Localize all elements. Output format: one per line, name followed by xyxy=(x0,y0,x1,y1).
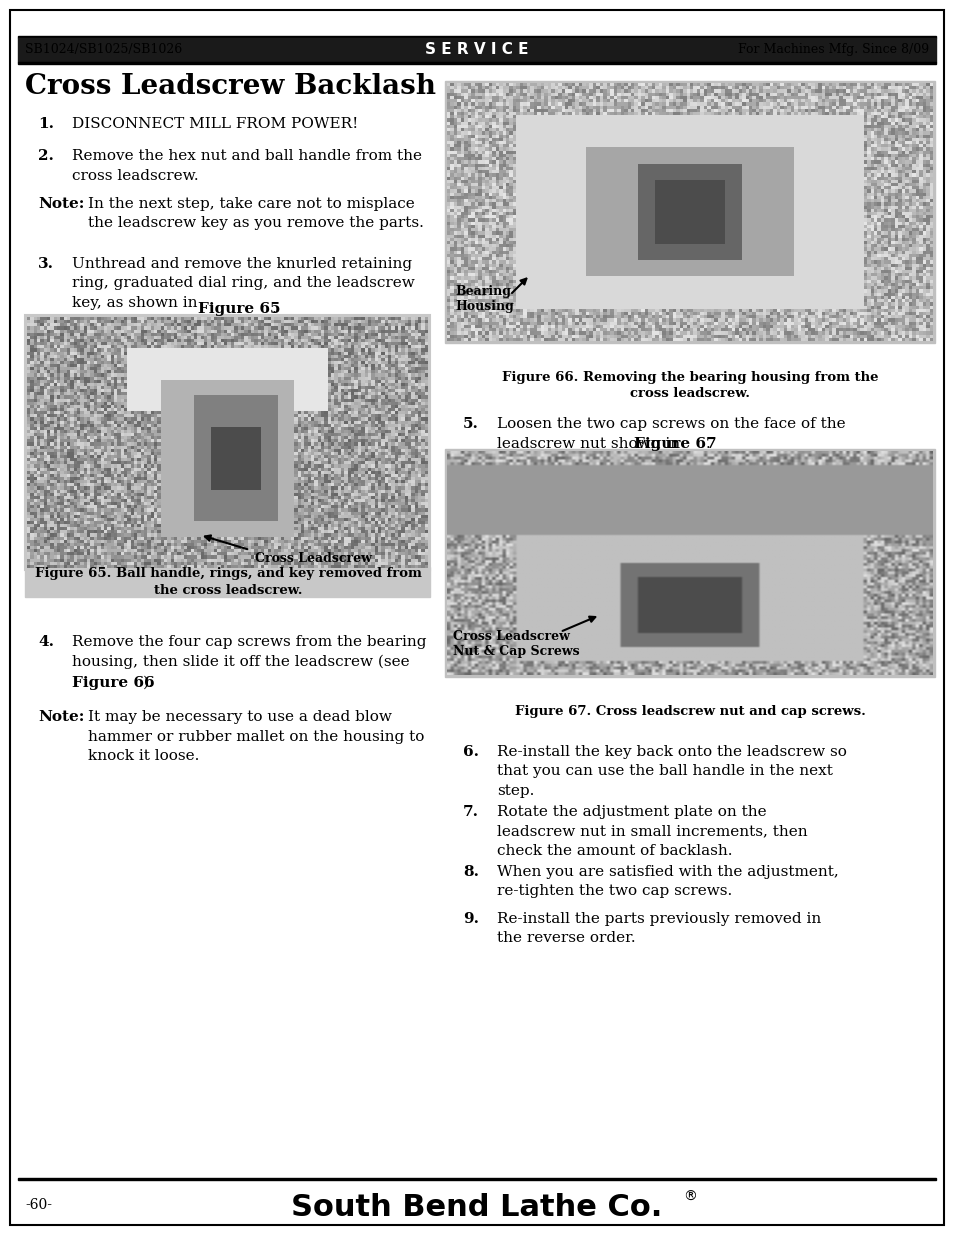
Text: Cross Leadscrew Backlash: Cross Leadscrew Backlash xyxy=(25,74,436,100)
Text: Bearing
Housing: Bearing Housing xyxy=(455,285,514,312)
Text: South Bend Lathe Co.: South Bend Lathe Co. xyxy=(291,1193,662,1221)
Bar xyxy=(444,82,934,343)
Text: Unthread and remove the knurled retaining
ring, graduated dial ring, and the lea: Unthread and remove the knurled retainin… xyxy=(71,257,415,310)
Text: ).: ). xyxy=(143,676,153,690)
Text: Note:: Note: xyxy=(38,710,84,724)
Text: Loosen the two cap screws on the face of the
leadscrew nut shown in: Loosen the two cap screws on the face of… xyxy=(497,417,844,451)
Text: DISCONNECT MILL FROM POWER!: DISCONNECT MILL FROM POWER! xyxy=(71,117,358,131)
Text: 6.: 6. xyxy=(462,745,478,760)
Text: -60-: -60- xyxy=(25,1198,52,1212)
Text: 8.: 8. xyxy=(462,864,478,879)
Text: Figure 67: Figure 67 xyxy=(634,437,716,451)
Text: Figure 65: Figure 65 xyxy=(198,303,280,316)
Text: 2.: 2. xyxy=(38,149,53,163)
Bar xyxy=(18,36,935,38)
Bar xyxy=(25,567,430,597)
Text: 4.: 4. xyxy=(38,635,54,650)
Text: Remove the four cap screws from the bearing
housing, then slide it off the leads: Remove the four cap screws from the bear… xyxy=(71,635,426,669)
Text: 1.: 1. xyxy=(38,117,54,131)
Text: 3.: 3. xyxy=(38,257,54,270)
Text: Figure 65. Ball handle, rings, and key removed from
the cross leadscrew.: Figure 65. Ball handle, rings, and key r… xyxy=(34,568,421,597)
Text: Cross Leadscrew: Cross Leadscrew xyxy=(254,552,372,564)
Bar xyxy=(18,62,935,64)
Text: Figure 66. Removing the bearing housing from the
cross leadscrew.: Figure 66. Removing the bearing housing … xyxy=(501,370,878,400)
Bar xyxy=(444,450,934,677)
Text: For Machines Mfg. Since 8/09: For Machines Mfg. Since 8/09 xyxy=(737,43,928,57)
Text: When you are satisfied with the adjustment,
re-tighten the two cap screws.: When you are satisfied with the adjustme… xyxy=(497,864,838,899)
Text: .: . xyxy=(272,303,276,316)
Bar xyxy=(18,38,935,62)
Text: .: . xyxy=(705,437,710,451)
Text: Re-install the parts previously removed in
the reverse order.: Re-install the parts previously removed … xyxy=(497,911,821,946)
Text: Figure 66: Figure 66 xyxy=(71,676,154,690)
Text: Cross Leadscrew
Nut & Cap Screws: Cross Leadscrew Nut & Cap Screws xyxy=(453,630,579,658)
Text: Re-install the key back onto the leadscrew so
that you can use the ball handle i: Re-install the key back onto the leadscr… xyxy=(497,745,846,798)
Bar xyxy=(18,1178,935,1179)
Text: Rotate the adjustment plate on the
leadscrew nut in small increments, then
check: Rotate the adjustment plate on the leads… xyxy=(497,805,807,858)
Text: ®: ® xyxy=(682,1191,696,1204)
Text: Figure 67. Cross leadscrew nut and cap screws.: Figure 67. Cross leadscrew nut and cap s… xyxy=(514,705,864,718)
Text: Remove the hex nut and ball handle from the
cross leadscrew.: Remove the hex nut and ball handle from … xyxy=(71,149,421,183)
Text: It may be necessary to use a dead blow
hammer or rubber mallet on the housing to: It may be necessary to use a dead blow h… xyxy=(88,710,424,763)
Text: Note:: Note: xyxy=(38,198,84,211)
Text: S E R V I C E: S E R V I C E xyxy=(425,42,528,58)
Text: SB1024/SB1025/SB1026: SB1024/SB1025/SB1026 xyxy=(25,43,182,57)
Text: 9.: 9. xyxy=(462,911,478,926)
Bar xyxy=(25,315,430,571)
Text: In the next step, take care not to misplace
the leadscrew key as you remove the : In the next step, take care not to mispl… xyxy=(88,198,423,231)
Text: 7.: 7. xyxy=(462,805,478,819)
Text: 5.: 5. xyxy=(462,417,478,431)
